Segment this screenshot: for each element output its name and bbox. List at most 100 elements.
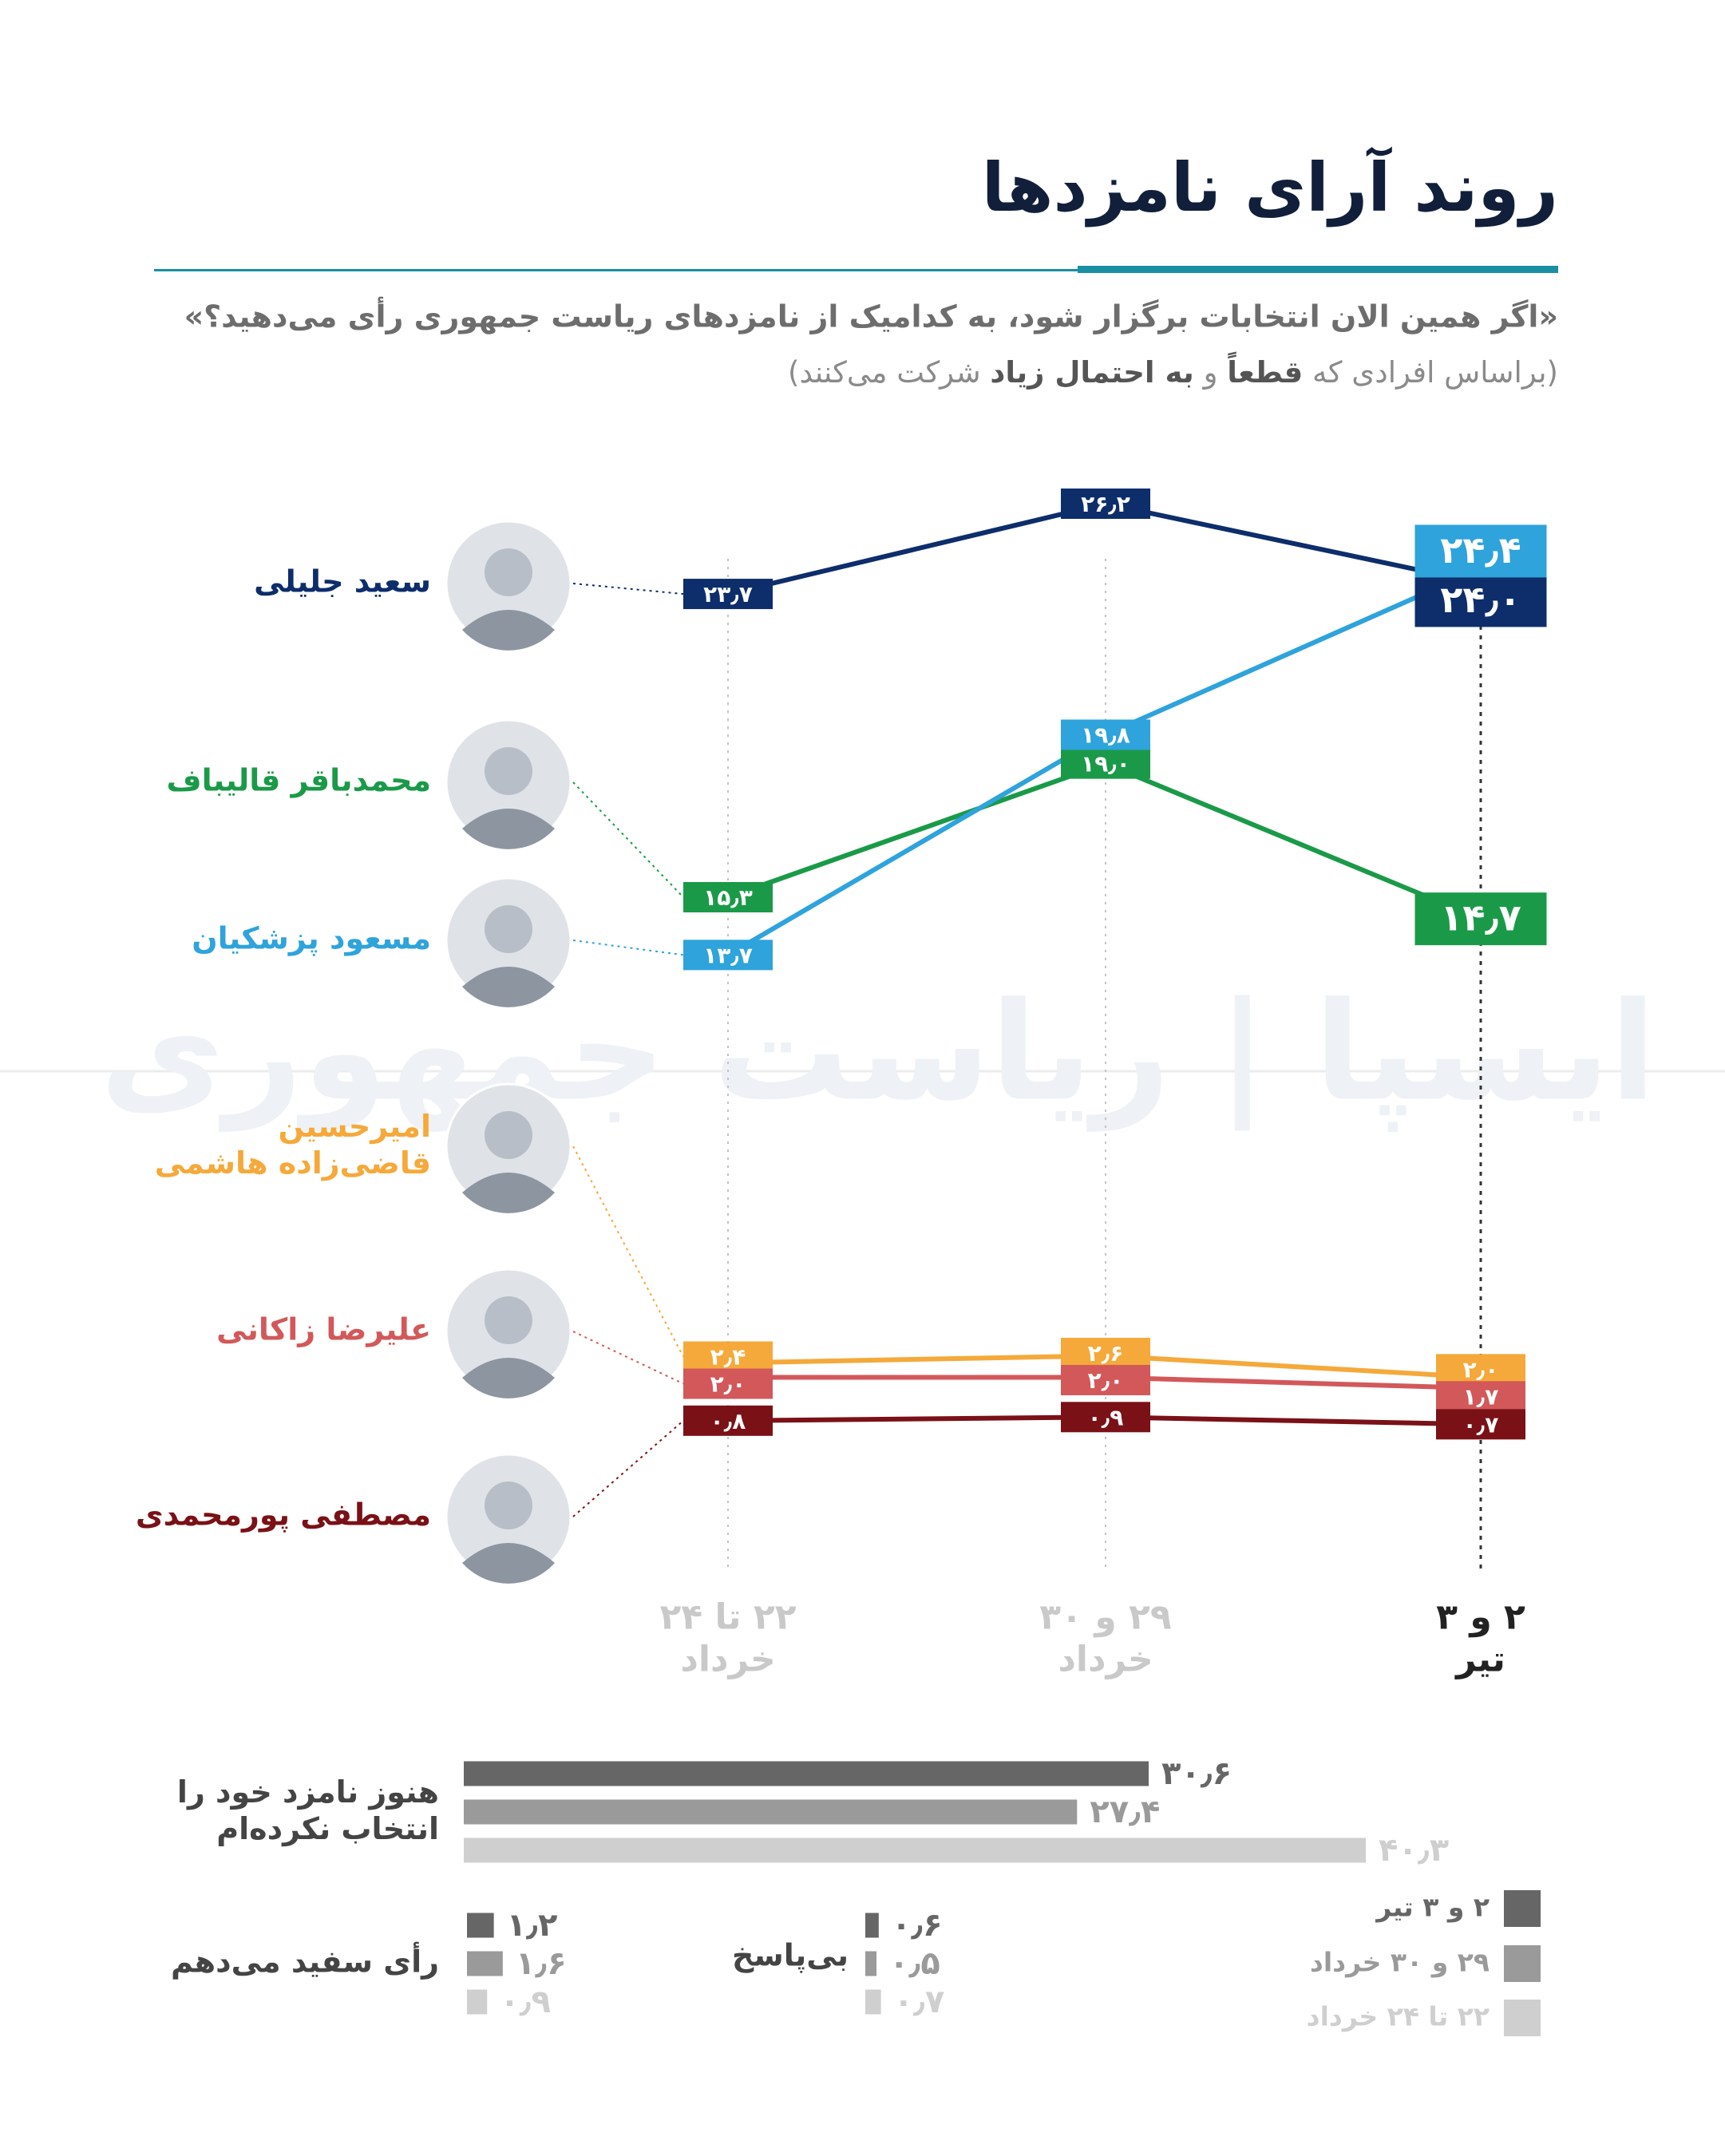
bar: [865, 1989, 881, 2015]
value-label-box: [683, 881, 773, 912]
value-label-box: [1061, 1337, 1150, 1368]
value-label-box: [1061, 719, 1150, 750]
value-label: ۲۷٫۴: [1090, 1794, 1160, 1830]
bar: [464, 1799, 1078, 1825]
value-label: ۰٫۷: [1463, 1411, 1499, 1438]
bar: [467, 1951, 503, 1976]
value-label: ۲٫۰: [710, 1371, 746, 1397]
legend-swatch: [1504, 2000, 1541, 2036]
photo-head: [485, 747, 532, 795]
value-label-box: [683, 579, 773, 610]
category-label: بی‌پاسخ: [732, 1938, 849, 1973]
value-label-box: [1061, 1364, 1150, 1395]
value-label-box: [1414, 524, 1547, 578]
legend-label: سعید جلیلی: [254, 564, 431, 599]
bar: [865, 1913, 879, 1938]
value-label: ۰٫۹: [500, 1984, 551, 2020]
value-label: ۰٫۹: [1088, 1404, 1124, 1430]
value-label-box: [1414, 892, 1547, 946]
text-line: خرداد: [1058, 1639, 1153, 1679]
photo-shoulders: [462, 1358, 555, 1398]
photo-shoulders: [462, 1543, 555, 1584]
connector: [572, 781, 684, 898]
question: «اگر همین الان انتخابات برگزار شود، به ک…: [184, 297, 1558, 334]
bar: [467, 1989, 488, 2015]
connector: [572, 1331, 684, 1385]
value-label: ۱٫۶: [516, 1945, 567, 1982]
value-label: ۳۰٫۶: [1161, 1755, 1232, 1792]
legend-label: علیرضا زاکانی: [216, 1312, 431, 1347]
title-rule: [154, 269, 1558, 271]
category-label: هنوز نامزد خود را انتخاب نکرده‌ام: [177, 1774, 439, 1847]
value-label: ۰٫۸: [710, 1408, 746, 1434]
title-rule-accent: [1078, 266, 1558, 273]
legend-swatch: [1504, 1945, 1541, 1982]
value-label: ۲٫۰: [1463, 1356, 1499, 1383]
legend-label: ۲۲ تا ۲۴ خرداد: [1307, 2001, 1490, 2033]
photo-head: [485, 905, 532, 953]
value-label: ۲۳٫۷: [703, 581, 753, 607]
value-label: ۱٫۲: [507, 1907, 558, 1944]
value-label-box: [1414, 574, 1547, 627]
value-label-box: [683, 1368, 773, 1399]
category-label: رأی سفید می‌دهم: [171, 1942, 439, 1980]
bar: [464, 1761, 1149, 1786]
legend-label: امیرحسین قاضی‌زاده هاشمی: [155, 1109, 431, 1181]
legend-swatch: [1504, 1890, 1541, 1927]
note-part: قطعاً: [1227, 350, 1303, 389]
text-line: تیر: [1454, 1639, 1505, 1679]
text-line: ۲ و ۳: [1436, 1597, 1525, 1638]
value-label-box: [683, 940, 773, 971]
value-label: ۰٫۶: [892, 1907, 943, 1944]
legend-label: ۲۹ و ۳۰ خرداد: [1310, 1947, 1490, 1979]
value-label: ۱٫۷: [1463, 1383, 1499, 1410]
photo-head: [485, 1482, 532, 1529]
value-label: ۱۴٫۷: [1440, 896, 1521, 940]
value-label-box: [1061, 748, 1150, 779]
value-label: ۰٫۵: [889, 1945, 940, 1982]
photo-head: [485, 1111, 532, 1159]
x-tick-label: ۲ و ۳ تیر: [1436, 1597, 1525, 1680]
photo-shoulders: [462, 610, 555, 651]
note-part: (براساس افرادی که: [1312, 355, 1558, 390]
value-label: ۲٫۰: [1088, 1367, 1124, 1394]
photo-shoulders: [462, 967, 555, 1007]
value-label: ۲۶٫۲: [1081, 491, 1130, 517]
value-label: ۱۹٫۸: [1081, 722, 1130, 748]
value-label: ۱۳٫۷: [703, 942, 753, 968]
value-label-box: [1436, 1409, 1525, 1440]
value-label-box: [1061, 489, 1150, 519]
note-part: شرکت می‌کنند): [788, 355, 981, 390]
value-label-box: [683, 1405, 773, 1436]
connector: [572, 1145, 684, 1357]
connector: [572, 1420, 684, 1517]
value-label-box: [1436, 1381, 1525, 1412]
photo-head: [485, 1296, 532, 1344]
value-label: ۲٫۴: [710, 1343, 746, 1370]
x-tick-label: ۲۲ تا ۲۴ خرداد: [659, 1597, 796, 1680]
value-label: ۱۹٫۰: [1081, 751, 1130, 777]
value-label: ۱۵٫۳: [703, 884, 753, 911]
text-line: هنوز نامزد خود را: [177, 1774, 439, 1810]
bar: [467, 1913, 494, 1938]
legend-label: ۲ و ۳ تیر: [1375, 1892, 1490, 1924]
value-label: ۲٫۶: [1088, 1340, 1124, 1367]
bar: [865, 1951, 877, 1976]
photo-shoulders: [462, 1173, 555, 1213]
x-tick-label: ۲۹ و ۳۰ خرداد: [1039, 1597, 1171, 1680]
value-label-box: [1436, 1354, 1525, 1385]
value-label: ۲۴٫۴: [1440, 528, 1521, 572]
text-line: انتخاب نکرده‌ام: [216, 1810, 439, 1846]
text-line: امیرحسین: [279, 1109, 431, 1144]
value-label: ۰٫۷: [894, 1984, 945, 2020]
text-line: قاضی‌زاده هاشمی: [155, 1145, 431, 1180]
text-line: ۲۹ و ۳۰: [1039, 1597, 1171, 1638]
value-label: ۲۴٫۰: [1440, 578, 1521, 621]
photo-head: [485, 548, 532, 596]
value-label: ۴۰٫۳: [1379, 1832, 1449, 1869]
text-line: ۲۲ تا ۲۴: [659, 1597, 796, 1638]
title: روند آرای نامزدها: [982, 146, 1558, 227]
text-line: خرداد: [680, 1639, 775, 1679]
